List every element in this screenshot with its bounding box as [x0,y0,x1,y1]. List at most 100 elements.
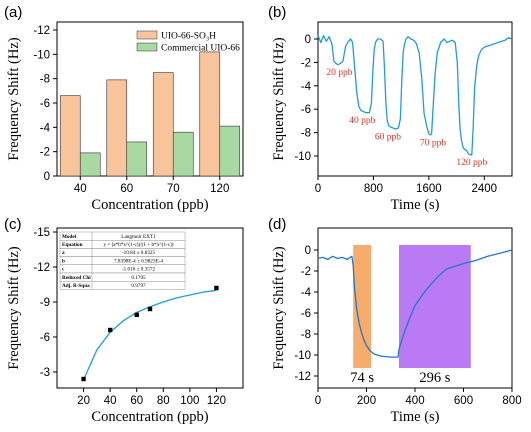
time-region [398,245,471,368]
panel-d-label: (d) [268,216,286,233]
panel-a-ytick-label: -2 [40,147,50,159]
panel-c-xtick-label: 60 [130,395,143,407]
panel-d-xtick-label: 0 [315,395,321,407]
panel-c-ytick-label: -9 [40,297,50,309]
panel-c-ytick-label: -12 [33,262,50,274]
panel-c-xtick-label: 80 [157,395,170,407]
table-value: 0.9797 [131,283,146,289]
table-key: Adj. R-Squa [62,283,90,289]
panel-a-ytick-label: -10 [33,49,50,61]
table-key: c [62,267,65,273]
panel-a-xtick-label: 70 [167,183,180,195]
table-value: 0.1705 [131,275,146,281]
panel-d-ytick-label: 0 [305,245,311,257]
time-region-label: 74 s [350,370,374,386]
panel-b-ytick-label: -4 [301,81,312,93]
legend-swatch [136,30,158,40]
table-value: -1.016 ± 0.3572 [122,267,156,273]
panel-c-ytick-label: -3 [40,367,50,379]
response-curve [317,34,513,156]
panel-d: (d) 74 s 296 s 0 -2 -4 -6 -8 -10 -12 Frequency Shi… [268,216,522,425]
panel-a-xtick-label: 40 [74,183,87,195]
panel-a-ytick-label: 0 [44,171,50,183]
concentration-label: 120 ppb [456,158,487,168]
panel-d-ytick-label: -2 [301,266,311,278]
panel-c-xtick-label: 40 [104,395,117,407]
bar-uio66-so3h [152,72,174,177]
panel-b-ytick-label: -8 [301,128,311,140]
table-value: y = (a*b*x^(1-c))/(1 + b*x^(1-c)) [103,241,173,248]
data-point [147,306,153,312]
table-row [59,281,186,290]
panel-b-ytick-label: -6 [301,104,311,116]
panel-b-label: (b) [268,4,286,21]
fit-parameters-table: Model Langmuir EXT1 Equation y = (a*b*x^(1-… [59,231,186,290]
panel-d-ytick-label: -12 [294,371,311,383]
panel-d-ytick-label: -8 [301,329,311,341]
concentration-label: 60 ppb [375,132,401,142]
panel-a-xtick-label: 120 [210,183,229,195]
panel-c-xtick-label: 100 [180,395,199,407]
concentration-label: 70 ppb [420,138,446,148]
panel-a: (a) 0 -2 -4 -6 -8 -10 -12 Frequency Shift (Hz) 40… [4,4,244,213]
panel-d-xtick-label: 200 [357,395,376,407]
panel-d-ylabel: Frequency Shift (Hz) [271,246,287,369]
panel-d-xtick-label: 400 [405,395,424,407]
data-point [107,327,113,333]
bar-commercial-uio66 [219,125,241,177]
panel-d-ytick-label: -4 [301,287,312,299]
bar-uio66-so3h [199,51,221,177]
panel-c-label: (c) [4,216,22,233]
legend-label: UIO-66-SO₃H [161,32,216,42]
bar-commercial-uio66 [126,141,148,177]
table-key: Model [62,234,77,240]
response-curve [317,249,513,358]
panel-a-ytick-label: -12 [33,25,50,37]
bar-uio66-so3h [59,95,81,177]
table-key: b [62,258,65,264]
panel-b-xtick-label: 0 [315,183,321,195]
panel-b-frame [317,21,513,177]
panel-b-ylabel: Frequency Shift (Hz) [271,37,287,160]
panel-d-ytick-label: -6 [301,308,311,320]
panel-b-xtick-label: 2400 [471,183,497,195]
table-key: Reduced Chi [62,275,91,281]
bar-commercial-uio66 [79,152,101,177]
concentration-label: 20 ppb [326,68,352,78]
table-value: 7.8398E-4 ± 6.9823E-4 [114,258,163,264]
panel-b: (b) 0 -2 -4 -6 -8 -10 Frequency Shift (Hz) 0 800 1… [268,4,513,213]
panel-d-xtick-label: 800 [502,395,521,407]
panel-c-ylabel: Frequency Shift (Hz) [6,246,22,369]
legend-swatch [136,42,158,52]
panel-d-ytick-label: -10 [294,350,311,362]
panel-c-ytick-label: -6 [40,332,50,344]
panel-c-frame [56,227,244,389]
bar-uio66-so3h [106,79,128,177]
table-value: Langmuir EXT1 [121,234,156,240]
panel-d-xlabel: Time (s) [390,409,439,425]
time-region [353,245,372,368]
panel-a-ytick-label: -6 [40,98,50,110]
panel-a-xtick-label: 60 [120,183,133,195]
legend-label: Commercial UIO-66 [161,44,240,54]
panel-a-xlabel: Concentration (ppb) [91,197,208,213]
panel-c-ytick-label: -15 [33,227,50,239]
panel-b-xtick-label: 1600 [416,183,442,195]
panel-c-xtick-label: 20 [77,395,90,407]
time-region-label: 296 s [419,370,450,386]
table-key: a [62,250,65,256]
data-point [81,376,86,382]
panel-a-frame [56,21,244,177]
panel-b-ytick-label: 0 [305,34,311,46]
panel-a-ytick-label: -8 [40,74,50,86]
panel-c: (c) -3 -6 -9 -12 -15 Frequency Shift (Hz) 20 40 6… [4,216,244,425]
panel-d-xtick-label: 600 [454,395,473,407]
data-point [134,312,139,318]
table-key: Equation [62,242,83,248]
panel-b-xlabel: Time (s) [390,197,439,213]
panel-b-xtick-label: 800 [364,183,383,195]
data-point [214,285,219,291]
panel-a-ylabel: Frequency Shift (Hz) [6,37,22,160]
panel-c-xlabel: Concentration (ppb) [91,409,208,425]
